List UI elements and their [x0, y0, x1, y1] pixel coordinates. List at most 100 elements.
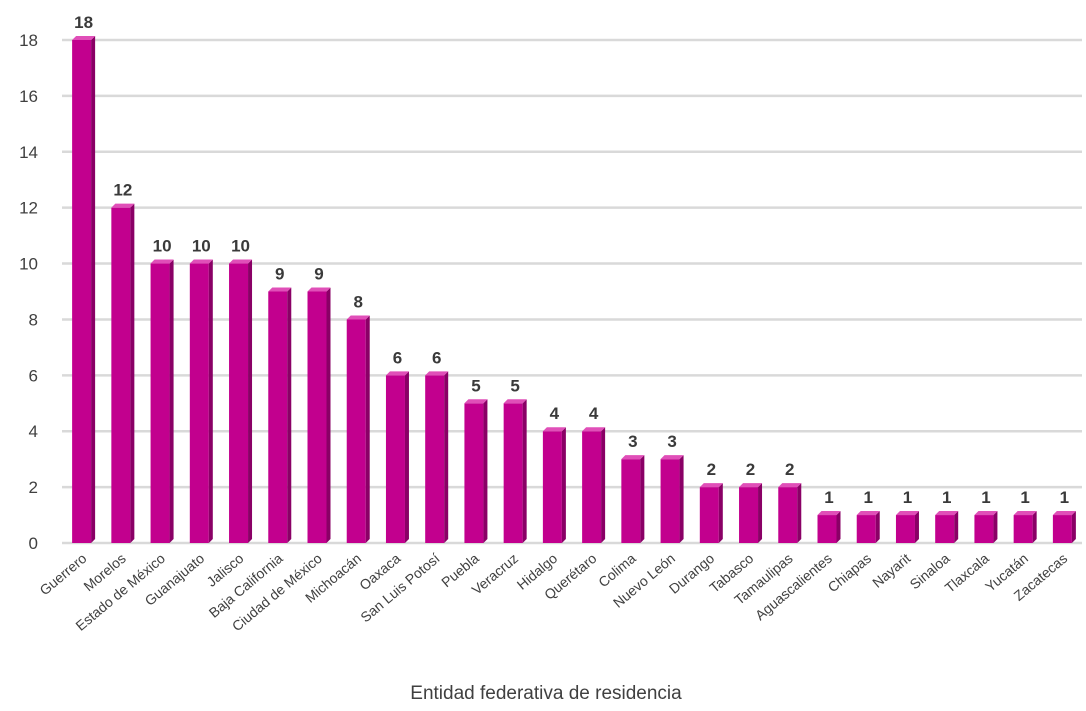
y-tick-label: 16	[19, 87, 38, 106]
bar-side	[993, 511, 998, 543]
bar-side	[640, 455, 645, 543]
bar-side	[404, 371, 409, 543]
y-tick-label: 4	[29, 422, 38, 441]
bar	[268, 287, 292, 543]
data-label: 4	[589, 404, 599, 423]
bar-side	[365, 315, 370, 543]
y-axis-ticks: 0 2 4 6 8 10 12 14 16 18	[19, 31, 38, 553]
bar-front	[856, 515, 876, 543]
bar	[346, 315, 370, 543]
bar-side	[1071, 511, 1076, 543]
x-axis-title: Entidad federativa de residencia	[410, 683, 682, 704]
bar-front	[621, 459, 641, 543]
bar-top	[778, 483, 802, 488]
bar	[817, 511, 841, 543]
bar-side	[208, 259, 213, 543]
bar-top	[346, 315, 370, 320]
bar	[150, 259, 174, 543]
data-label: 5	[510, 376, 519, 395]
bar-front	[778, 487, 798, 543]
bar-top	[935, 511, 959, 516]
bar-side	[954, 511, 959, 543]
data-label: 4	[550, 404, 560, 423]
bar-top	[72, 36, 96, 40]
bar-top	[817, 511, 841, 516]
y-tick-label: 10	[19, 255, 38, 274]
data-label: 1	[1060, 488, 1069, 507]
bar	[856, 511, 880, 543]
bar-side	[914, 511, 919, 543]
bar-top	[856, 511, 880, 516]
y-tick-label: 2	[29, 478, 38, 497]
x-tick-label: Durango	[666, 550, 718, 597]
x-tick-label: Chiapas	[825, 550, 875, 595]
y-tick-label: 18	[19, 31, 38, 50]
data-label: 1	[942, 488, 951, 507]
bar-top	[268, 287, 292, 292]
data-label: 2	[785, 460, 794, 479]
bar-top	[1013, 511, 1037, 516]
bar	[660, 455, 684, 543]
bar	[699, 483, 723, 543]
bar	[72, 36, 96, 543]
y-tick-label: 8	[29, 310, 38, 329]
data-label: 3	[628, 432, 637, 451]
bar-front	[385, 375, 405, 543]
bar-front	[817, 515, 837, 543]
bar-front	[268, 291, 288, 543]
bar-front	[503, 403, 523, 543]
y-tick-label: 12	[19, 199, 38, 218]
gridlines	[62, 38, 1082, 545]
data-label: 10	[192, 237, 211, 256]
bar-front	[150, 263, 170, 543]
bar-side	[248, 259, 253, 543]
bar	[307, 287, 331, 543]
y-tick-label: 0	[29, 534, 38, 553]
bar-front	[935, 515, 955, 543]
bar-top	[111, 203, 135, 208]
bar-top	[699, 483, 723, 488]
bar-front	[660, 459, 680, 543]
bar	[739, 483, 763, 543]
bar	[503, 399, 527, 543]
bar	[385, 371, 409, 543]
bar	[425, 371, 449, 543]
bar-side	[601, 427, 606, 543]
bar-side	[1032, 511, 1037, 543]
bar-top	[385, 371, 409, 376]
bar-top	[895, 511, 919, 516]
bar-side	[797, 483, 802, 543]
bar-top	[660, 455, 684, 460]
bar-side	[483, 399, 488, 543]
bar-front	[346, 319, 366, 543]
bar-front	[111, 207, 131, 543]
data-label: 6	[393, 348, 402, 367]
bar-side	[91, 36, 96, 543]
bar-side	[287, 287, 292, 543]
bar	[974, 511, 998, 543]
bar-top	[974, 511, 998, 516]
data-label: 6	[432, 348, 441, 367]
bar	[895, 511, 919, 543]
bar-side	[718, 483, 723, 543]
data-label: 2	[746, 460, 755, 479]
bar-top	[425, 371, 449, 376]
bar-top	[189, 259, 213, 264]
bar-front	[542, 431, 562, 543]
bar	[229, 259, 253, 543]
bar-front	[1013, 515, 1033, 543]
bar-top	[307, 287, 331, 292]
data-label: 1	[1020, 488, 1029, 507]
x-tick-label: Nayarit	[869, 550, 913, 591]
data-label: 1	[981, 488, 990, 507]
data-label: 1	[863, 488, 872, 507]
bar-side	[522, 399, 527, 543]
data-label: 9	[275, 265, 284, 284]
bar	[621, 455, 645, 543]
data-label: 8	[353, 292, 362, 311]
data-label: 9	[314, 265, 323, 284]
bar-side	[561, 427, 566, 543]
